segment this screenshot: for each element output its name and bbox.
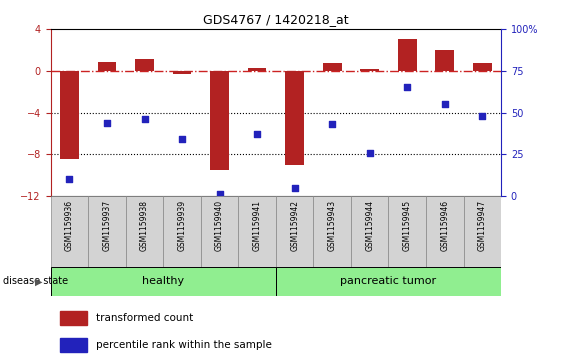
Bar xyxy=(276,196,314,267)
Point xyxy=(102,120,111,126)
Bar xyxy=(435,50,454,71)
Bar xyxy=(388,196,426,267)
Bar xyxy=(51,267,276,296)
Bar xyxy=(426,196,463,267)
Text: disease state: disease state xyxy=(3,276,68,286)
Point xyxy=(365,150,374,155)
Bar xyxy=(173,71,191,74)
Text: healthy: healthy xyxy=(142,276,184,286)
Bar xyxy=(60,71,79,159)
Point xyxy=(328,121,337,127)
Bar xyxy=(210,71,229,170)
Text: GSM1159947: GSM1159947 xyxy=(478,200,487,251)
Bar xyxy=(163,196,201,267)
Bar xyxy=(323,64,342,71)
Text: GSM1159942: GSM1159942 xyxy=(290,200,299,250)
Text: pancreatic tumor: pancreatic tumor xyxy=(341,276,436,286)
Bar xyxy=(398,40,417,71)
Text: GSM1159943: GSM1159943 xyxy=(328,200,337,251)
Bar xyxy=(276,267,501,296)
Bar xyxy=(201,196,238,267)
Bar xyxy=(60,338,87,351)
Point xyxy=(65,176,74,182)
Bar xyxy=(60,311,87,325)
Point xyxy=(253,131,262,137)
Point xyxy=(290,185,299,191)
Text: GSM1159940: GSM1159940 xyxy=(215,200,224,251)
Text: transformed count: transformed count xyxy=(96,313,193,323)
Text: GSM1159941: GSM1159941 xyxy=(253,200,262,250)
Bar xyxy=(238,196,276,267)
Point xyxy=(215,191,224,197)
Text: GSM1159945: GSM1159945 xyxy=(403,200,412,251)
Bar xyxy=(285,71,304,165)
Text: GSM1159936: GSM1159936 xyxy=(65,200,74,251)
Bar xyxy=(126,196,163,267)
Bar xyxy=(351,196,388,267)
Text: percentile rank within the sample: percentile rank within the sample xyxy=(96,339,271,350)
Text: GSM1159944: GSM1159944 xyxy=(365,200,374,251)
Point xyxy=(478,113,487,119)
Point xyxy=(177,136,186,142)
Bar xyxy=(314,196,351,267)
Point xyxy=(403,85,412,90)
Text: GSM1159946: GSM1159946 xyxy=(440,200,449,251)
Bar xyxy=(463,196,501,267)
Bar xyxy=(51,196,88,267)
Bar xyxy=(473,64,491,71)
Title: GDS4767 / 1420218_at: GDS4767 / 1420218_at xyxy=(203,13,348,26)
Bar xyxy=(135,59,154,71)
Bar xyxy=(248,68,266,71)
Text: GSM1159937: GSM1159937 xyxy=(102,200,111,251)
Bar xyxy=(88,196,126,267)
Bar xyxy=(97,62,117,71)
Text: GSM1159938: GSM1159938 xyxy=(140,200,149,250)
Bar xyxy=(360,69,379,71)
Point xyxy=(140,116,149,122)
Text: GSM1159939: GSM1159939 xyxy=(177,200,186,251)
Point xyxy=(440,101,449,107)
Text: ▶: ▶ xyxy=(35,276,42,286)
